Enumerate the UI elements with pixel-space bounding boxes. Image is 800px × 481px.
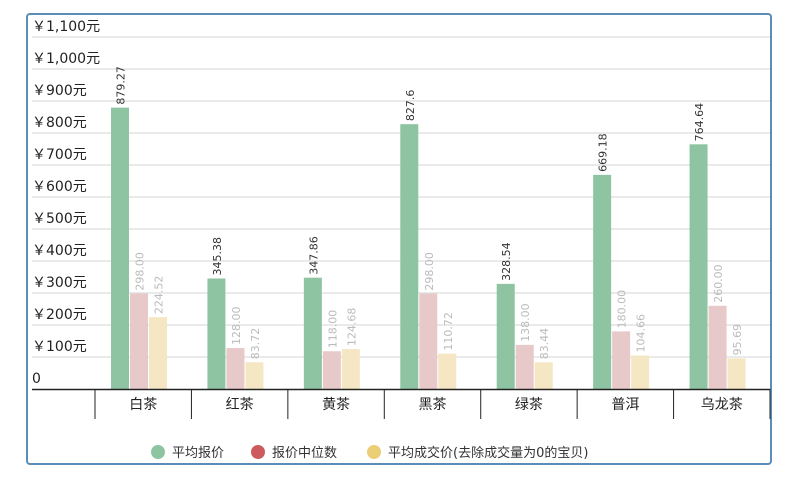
bar [612,331,631,389]
x-tick-label: 普洱 [611,397,639,413]
legend-marker [367,445,381,459]
bar [226,348,245,389]
bar [727,358,746,389]
bar [303,277,322,389]
data-label: 180.00 [616,290,629,329]
y-tick-label: ￥100元 [32,339,87,355]
y-tick-label: ￥400元 [32,243,87,259]
data-label: 298.00 [134,252,147,291]
x-tick-label: 白茶 [129,397,157,413]
data-label: 138.00 [519,303,532,342]
bar [496,283,515,389]
legend: 平均报价 报价中位数 平均成交价(去除成交量为0的宝贝) [151,445,588,461]
data-label: 83.72 [249,328,262,360]
x-tick-label: 黑茶 [419,397,447,413]
data-label: 83.44 [538,328,551,360]
data-label: 298.00 [423,252,436,291]
y-tick-label: ￥1,100元 [32,19,100,35]
bar [149,317,167,389]
legend-label: 平均报价 [172,446,224,461]
bar [130,293,148,389]
bar [419,293,438,389]
bar [534,362,553,389]
bar [515,344,534,389]
bar [111,107,129,389]
bar [341,349,360,389]
data-label: 124.68 [345,308,358,347]
bars [111,107,746,389]
bar [593,174,612,389]
legend-label: 报价中位数 [272,446,337,461]
legend-marker [251,445,265,459]
legend-marker [151,445,165,459]
bar [245,362,264,389]
y-tick-label: ￥900元 [32,83,87,99]
data-label: 669.18 [597,133,610,172]
bar [708,305,727,389]
x-axis: 白茶 红茶 黄茶 黑茶 绿茶 普洱 乌龙茶 [32,388,771,419]
y-tick-label: ￥600元 [32,179,87,195]
x-tick-label: 绿茶 [515,397,543,413]
bar [438,353,457,389]
data-label: 104.66 [635,314,648,353]
legend-label: 平均成交价(去除成交量为0的宝贝) [388,445,588,461]
bar [400,124,419,389]
bar [207,278,226,389]
data-label: 328.54 [500,242,513,281]
data-label: 128.00 [230,307,243,346]
data-label: 224.52 [153,276,166,315]
data-label: 879.27 [115,66,128,105]
data-labels: 879.27 298.00 224.52 345.38 128.00 83.72 347.8… [115,66,745,359]
data-label: 764.64 [693,103,706,142]
y-tick-label: ￥1,000元 [32,51,100,67]
data-label: 95.69 [731,324,744,356]
data-label: 347.86 [307,236,320,275]
data-label: 827.6 [404,90,417,122]
y-tick-label: ￥300元 [32,275,87,291]
data-label: 345.38 [211,237,224,276]
x-tick-label: 红茶 [226,397,254,413]
y-tick-label: ￥700元 [32,147,87,163]
bar [322,351,341,389]
x-tick-label: 乌龙茶 [701,397,743,413]
y-tick-label: ￥500元 [32,211,87,227]
y-tick-label: ￥200元 [32,307,87,323]
x-tick-label: 黄茶 [322,396,350,413]
y-axis-ticks: 0 ￥100元 ￥200元 ￥300元 ￥400元 ￥500元 ￥600元 ￥700元 ￥800… [32,19,100,387]
data-label: 260.00 [712,264,725,303]
data-label: 118.00 [326,310,339,349]
bar [631,355,650,389]
bar [689,144,708,389]
y-tick-label: ￥800元 [32,115,87,131]
y-tick-label: 0 [32,371,41,387]
data-label: 110.72 [442,312,455,351]
